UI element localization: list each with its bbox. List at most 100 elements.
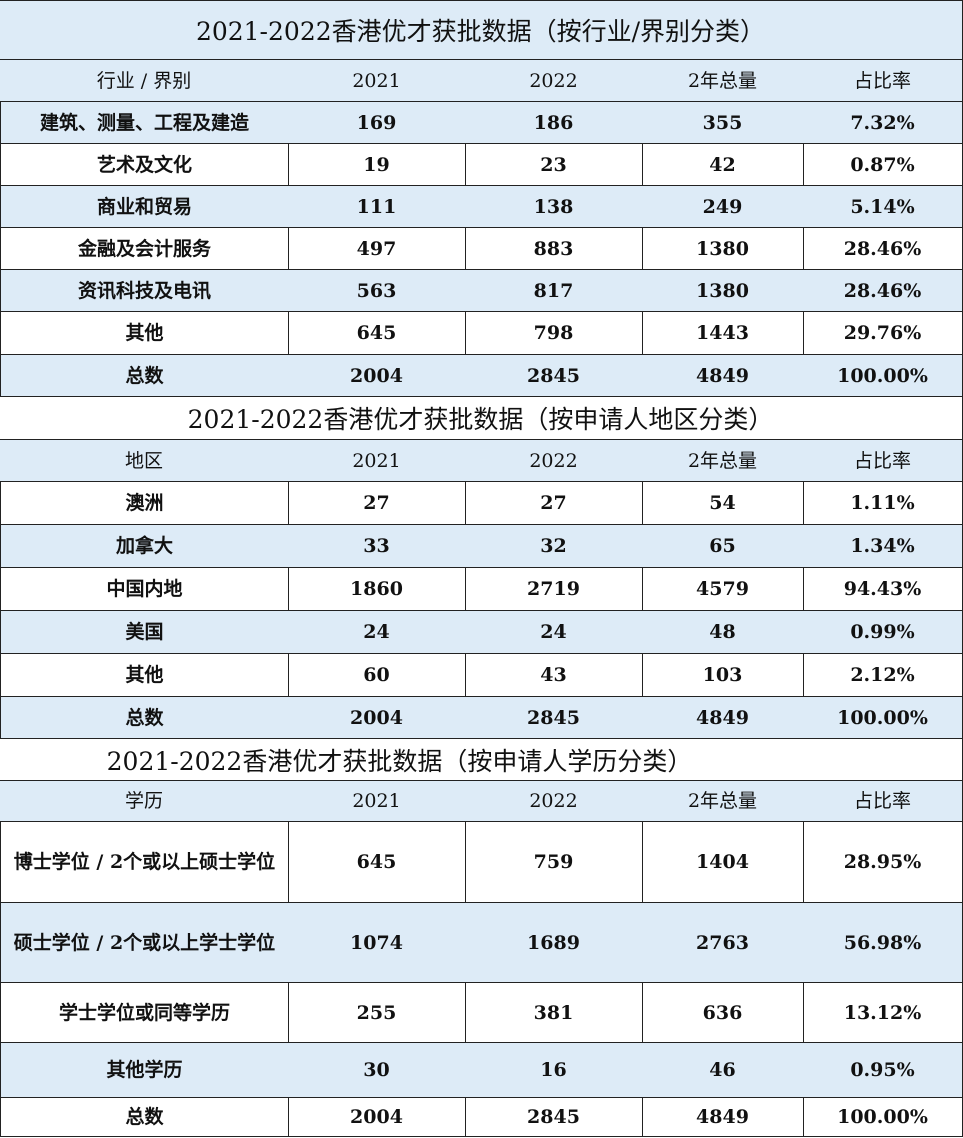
- table-cell: 0.87%: [803, 144, 963, 186]
- table-cell: 4849: [642, 355, 804, 397]
- header-cell: 2022: [465, 440, 643, 482]
- table-cell: 加拿大: [0, 525, 289, 568]
- table-cell: 总数: [0, 697, 289, 739]
- table-cell: 1.34%: [803, 525, 963, 568]
- table-cell: 4579: [642, 568, 804, 611]
- table-cell: 其他: [0, 312, 289, 355]
- table-cell: 2763: [642, 903, 804, 983]
- table-cell: 16: [465, 1043, 643, 1098]
- table-cell: 169: [288, 102, 466, 144]
- table-cell: 1.11%: [803, 482, 963, 525]
- header-cell: 2年总量: [642, 781, 804, 822]
- table-cell: 103: [642, 654, 804, 697]
- table-cell: 759: [465, 822, 643, 903]
- table-cell: 0.99%: [803, 611, 963, 654]
- table-cell: 1443: [642, 312, 804, 355]
- table-cell: 19: [288, 144, 466, 186]
- table-cell: 学士学位或同等学历: [0, 983, 289, 1043]
- table-cell: 645: [288, 312, 466, 355]
- table-cell: 54: [642, 482, 804, 525]
- table-cell: 798: [465, 312, 643, 355]
- table-cell: 2845: [465, 355, 643, 397]
- table-cell: 2004: [288, 697, 466, 739]
- table-cell: 28.46%: [803, 270, 963, 312]
- table-cell: 硕士学位 / 2个或以上学士学位: [0, 903, 289, 983]
- table-cell: 2.12%: [803, 654, 963, 697]
- table-cell: 0.95%: [803, 1043, 963, 1098]
- table-cell: 111: [288, 186, 466, 228]
- header-cell: 占比率: [803, 440, 963, 482]
- table-cell: 7.32%: [803, 102, 963, 144]
- table-cell: 2719: [465, 568, 643, 611]
- header-cell: 2022: [465, 60, 643, 102]
- table-cell: 636: [642, 983, 804, 1043]
- table-cell: 总数: [0, 355, 289, 397]
- table-cell: 42: [642, 144, 804, 186]
- table-cell: 65: [642, 525, 804, 568]
- header-cell: 2022: [465, 781, 643, 822]
- table-cell: 48: [642, 611, 804, 654]
- table-cell: 2004: [288, 355, 466, 397]
- table-cell: 2845: [465, 1098, 643, 1137]
- table-cell: 博士学位 / 2个或以上硕士学位: [0, 822, 289, 903]
- table-cell: 27: [288, 482, 466, 525]
- table-cell: 建筑、测量、工程及建造: [0, 102, 289, 144]
- table-cell: 27: [465, 482, 643, 525]
- table-cell: 100.00%: [803, 355, 963, 397]
- section-title: 2021-2022香港优才获批数据（按申请人学历分类）: [0, 739, 963, 781]
- table-cell: 28.46%: [803, 228, 963, 270]
- table-cell: 46: [642, 1043, 804, 1098]
- table-cell: 1404: [642, 822, 804, 903]
- table-cell: 4849: [642, 1098, 804, 1137]
- section-title: 2021-2022香港优才获批数据（按申请人地区分类）: [0, 397, 963, 440]
- table-cell: 中国内地: [0, 568, 289, 611]
- table-cell: 817: [465, 270, 643, 312]
- table-cell: 56.98%: [803, 903, 963, 983]
- header-cell: 地区: [0, 440, 289, 482]
- header-cell: 2021: [288, 440, 466, 482]
- table-cell: 24: [288, 611, 466, 654]
- section-title: 2021-2022香港优才获批数据（按行业/界别分类）: [0, 0, 963, 60]
- table-cell: 29.76%: [803, 312, 963, 355]
- table-cell: 138: [465, 186, 643, 228]
- table-cell: 497: [288, 228, 466, 270]
- table-cell: 24: [465, 611, 643, 654]
- table-cell: 1380: [642, 228, 804, 270]
- header-cell: 学历: [0, 781, 289, 822]
- table-cell: 30: [288, 1043, 466, 1098]
- table-cell: 355: [642, 102, 804, 144]
- table-cell: 1074: [288, 903, 466, 983]
- table-cell: 资讯科技及电讯: [0, 270, 289, 312]
- table-cell: 2845: [465, 697, 643, 739]
- table-cell: 其他学历: [0, 1043, 289, 1098]
- table-cell: 28.95%: [803, 822, 963, 903]
- table-cell: 澳洲: [0, 482, 289, 525]
- table-cell: 23: [465, 144, 643, 186]
- table-cell: 艺术及文化: [0, 144, 289, 186]
- header-cell: 占比率: [803, 781, 963, 822]
- table-cell: 其他: [0, 654, 289, 697]
- table-cell: 883: [465, 228, 643, 270]
- table-cell: 43: [465, 654, 643, 697]
- table-cell: 美国: [0, 611, 289, 654]
- header-cell: 2021: [288, 60, 466, 102]
- table-cell: 总数: [0, 1098, 289, 1137]
- header-cell: 行业 / 界别: [0, 60, 289, 102]
- table-cell: 60: [288, 654, 466, 697]
- table-cell: 5.14%: [803, 186, 963, 228]
- table-cell: 100.00%: [803, 697, 963, 739]
- table-cell: 1380: [642, 270, 804, 312]
- table-cell: 249: [642, 186, 804, 228]
- table-cell: 13.12%: [803, 983, 963, 1043]
- table-cell: 1689: [465, 903, 643, 983]
- table-cell: 100.00%: [803, 1098, 963, 1137]
- table-cell: 商业和贸易: [0, 186, 289, 228]
- table-cell: 94.43%: [803, 568, 963, 611]
- table-cell: 1860: [288, 568, 466, 611]
- table-cell: 563: [288, 270, 466, 312]
- table-cell: 金融及会计服务: [0, 228, 289, 270]
- header-cell: 2年总量: [642, 440, 804, 482]
- table-cell: 381: [465, 983, 643, 1043]
- table-cell: 255: [288, 983, 466, 1043]
